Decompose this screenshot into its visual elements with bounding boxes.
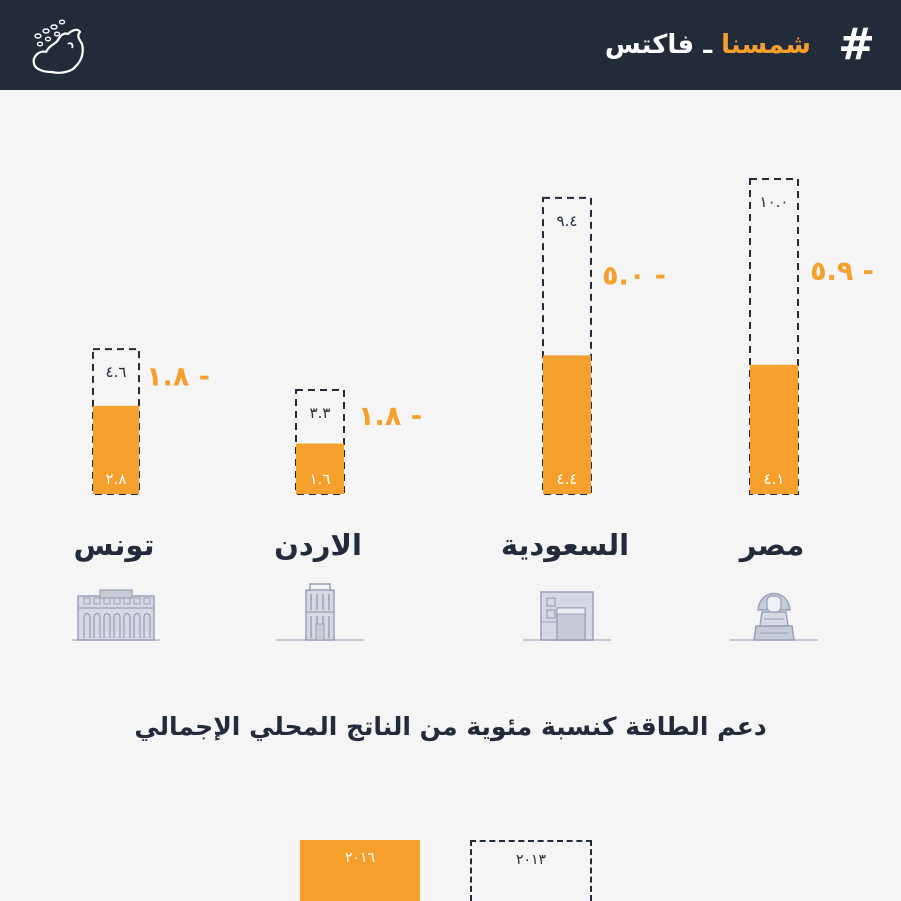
value-2016-0: ٤.١: [764, 470, 785, 488]
change-label-2: ١.٨ -: [358, 401, 422, 432]
bar-2016-2: [296, 443, 344, 494]
shamsina-logo-icon: [32, 19, 84, 74]
value-2016-2: ١.٦: [310, 470, 331, 488]
change-label-0: ٥.٩ -: [810, 256, 874, 287]
value-2013-0: ١٠.٠: [760, 193, 789, 211]
kaaba-icon: [523, 591, 611, 641]
change-label-3: ١.٨ -: [146, 361, 210, 392]
value-2016-1: ٤.٤: [557, 470, 578, 488]
bar-2013-1: [542, 196, 592, 495]
bar-2016-3: [93, 405, 139, 494]
legend-2016-label: ٢٠١٦: [344, 850, 376, 866]
category-label-2: الاردن: [274, 528, 362, 562]
brand-sep: ـ: [694, 30, 722, 60]
category-label-0: مصر: [738, 528, 805, 562]
brand-title: شمسنا ـ فاكتس: [605, 28, 811, 62]
hashtag-icon: #: [838, 19, 875, 70]
petra-icon: [276, 583, 364, 641]
legend-2013-label: ٢٠١٣: [515, 852, 547, 868]
change-label-1: ٥.٠ -: [602, 261, 666, 292]
bar-2016-1: [543, 355, 591, 494]
category-label-1: السعودية: [501, 528, 629, 562]
energy-subsidy-chart: ١٠.٠ ٤.١ ٥.٩ - مصر ٩.٤ ٤.٤ ٥.٠ - السعودية ٣.٣ ١.٦…: [72, 178, 874, 641]
bar-2013-2: [295, 389, 345, 495]
sphinx-icon: [730, 592, 818, 641]
tunis-building-icon: [72, 589, 160, 641]
value-2013-3: ٤.٦: [106, 363, 127, 381]
brand-accent: شمسنا: [721, 30, 811, 60]
legend-2013: ٢٠١٣: [470, 840, 592, 901]
chart-title: دعم الطاقة كنسبة مئوية من الناتج المحلي …: [134, 712, 767, 741]
value-2013-1: ٩.٤: [557, 212, 578, 230]
category-label-3: تونس: [74, 528, 155, 562]
value-2013-2: ٣.٣: [310, 404, 331, 422]
value-2016-3: ٢.٨: [106, 470, 127, 488]
bar-2016-0: [750, 364, 798, 494]
header-bar: شمسنا ـ فاكتس #: [0, 0, 901, 90]
legend-2016: ٢٠١٦: [300, 840, 420, 901]
brand-rest: فاكتس: [604, 30, 695, 60]
